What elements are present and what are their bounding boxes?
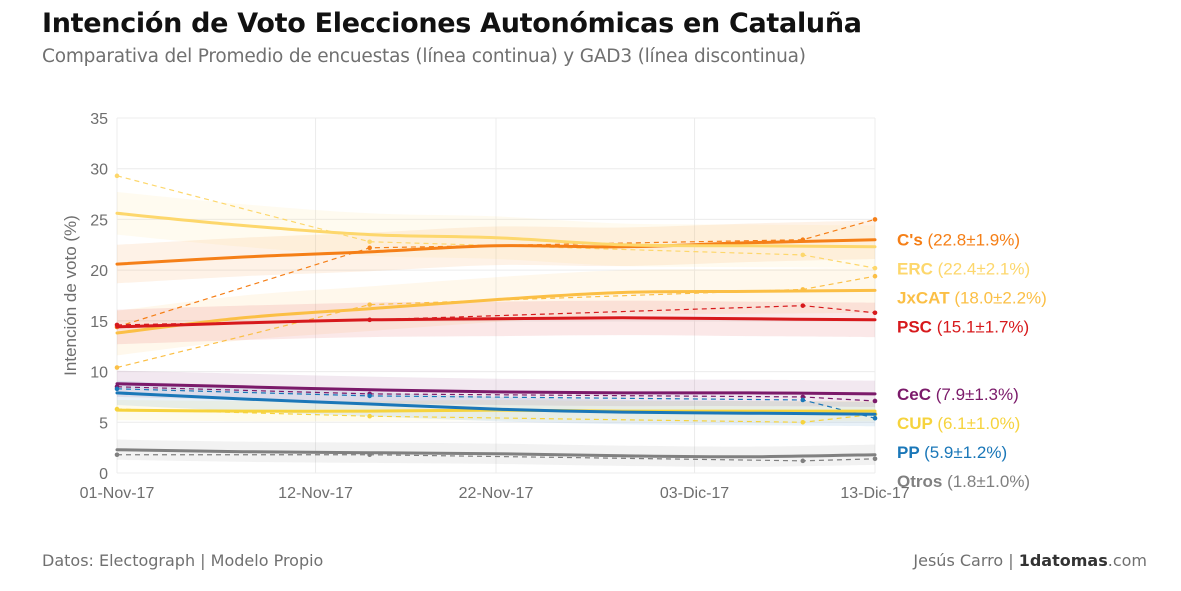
y-tick-label: 35 [90, 111, 108, 128]
x-tick-label: 13-Dic-17 [840, 485, 909, 502]
brand-suffix: .com [1107, 551, 1147, 570]
series-value: (18.0±2.2%) [954, 289, 1047, 308]
series-name: PSC [897, 318, 937, 337]
gad3-point [114, 452, 120, 458]
gad3-point [800, 303, 806, 308]
series-label: PP (5.9±1.2%) [897, 443, 1007, 462]
average-line [115, 238, 877, 266]
y-tick-label: 5 [99, 415, 108, 432]
gad3-line [116, 275, 876, 369]
series-value: (6.1±1.0%) [937, 414, 1020, 433]
brand-name: 1datomas [1018, 551, 1108, 570]
gad3-point [800, 458, 806, 464]
average-line [115, 391, 877, 416]
gad3-point [367, 239, 372, 245]
chart-title: Intención de Voto Elecciones Autonómicas… [42, 8, 862, 39]
average-series [115, 211, 877, 459]
series-label: Otros (1.8±1.0%) [897, 472, 1030, 491]
confidence-band [117, 268, 875, 356]
gad3-point [872, 415, 878, 421]
series-label: JxCAT (18.0±2.2%) [897, 289, 1047, 308]
y-tick-label: 20 [90, 263, 108, 280]
gad3-point [114, 386, 120, 392]
x-tick-label: 22-Nov-17 [459, 485, 534, 502]
gad3-line [117, 454, 876, 462]
confidence-band [117, 370, 875, 408]
y-tick-label: 0 [99, 466, 108, 483]
average-line [115, 316, 877, 329]
gad3-point [367, 393, 372, 399]
series-label: CeC (7.9±1.3%) [897, 385, 1019, 404]
series-name: CeC [897, 385, 936, 404]
average-line [115, 448, 877, 459]
series-name: Otros [897, 472, 947, 491]
series-value: (7.9±1.3%) [936, 385, 1019, 404]
axes: 0 5 10 15 20 25 30 35 01-Nov-17 12-Nov-17 22-Nov-1… [61, 111, 910, 502]
gad3-point [872, 398, 878, 404]
gad3-line [116, 388, 876, 419]
y-tick-label: 10 [90, 365, 108, 382]
average-line [115, 382, 877, 396]
series-label: C's (22.8±1.9%) [897, 231, 1020, 250]
gad3-point [114, 173, 120, 179]
gad3-line [116, 386, 876, 402]
series-name: JxCAT [897, 289, 954, 308]
series-value: (22.4±2.1%) [938, 260, 1031, 279]
gad3-point [114, 365, 120, 370]
data-source: Datos: Electograph | Modelo Propio [42, 551, 324, 570]
chart-subtitle: Comparativa del Promedio de encuestas (l… [42, 46, 806, 67]
average-line [115, 211, 877, 249]
gad3-point [872, 273, 878, 279]
series-value: (15.1±1.7%) [937, 318, 1030, 337]
gad3-point [872, 217, 878, 222]
series-name: C's [897, 231, 928, 250]
series-label: ERC (22.4±2.1%) [897, 260, 1030, 279]
gad3-point [367, 302, 372, 307]
x-tick-label: 01-Nov-17 [80, 485, 155, 502]
gad3-point [367, 413, 372, 419]
gad3-point [872, 265, 878, 271]
gad3-point [800, 252, 806, 258]
x-tick-label: 03-Dic-17 [660, 485, 729, 502]
average-line [115, 288, 877, 335]
gad3-line [116, 175, 876, 269]
author-credit: Jesús Carro | 1datomas.com [913, 551, 1147, 570]
series-value: (22.8±1.9%) [928, 231, 1021, 250]
gad3-point [872, 310, 878, 316]
gad3-point [872, 456, 878, 462]
gad3-point [800, 419, 806, 425]
gad3-point [367, 245, 372, 251]
y-tick-label: 25 [90, 212, 108, 229]
series-label: PSC (15.1±1.7%) [897, 318, 1029, 337]
y-tick-label: 30 [90, 162, 108, 179]
series-name: CUP [897, 414, 937, 433]
series-name: PP [897, 443, 924, 462]
series-labels: C's (22.8±1.9%) ERC (22.4±2.1%) JxCAT (18.… [897, 231, 1047, 491]
author-name: Jesús Carro | [913, 551, 1019, 570]
gad3-line [116, 408, 876, 423]
series-label: CUP (6.1±1.0%) [897, 414, 1020, 433]
confidence-band [117, 192, 875, 269]
gad3-point [800, 397, 806, 403]
series-name: ERC [897, 260, 938, 279]
x-tick-label: 12-Nov-17 [278, 485, 353, 502]
series-value: (5.9±1.2%) [924, 443, 1007, 462]
y-tick-label: 15 [90, 314, 108, 331]
series-value: (1.8±1.0%) [947, 472, 1030, 491]
y-axis-title: Intención de voto (%) [61, 215, 80, 376]
